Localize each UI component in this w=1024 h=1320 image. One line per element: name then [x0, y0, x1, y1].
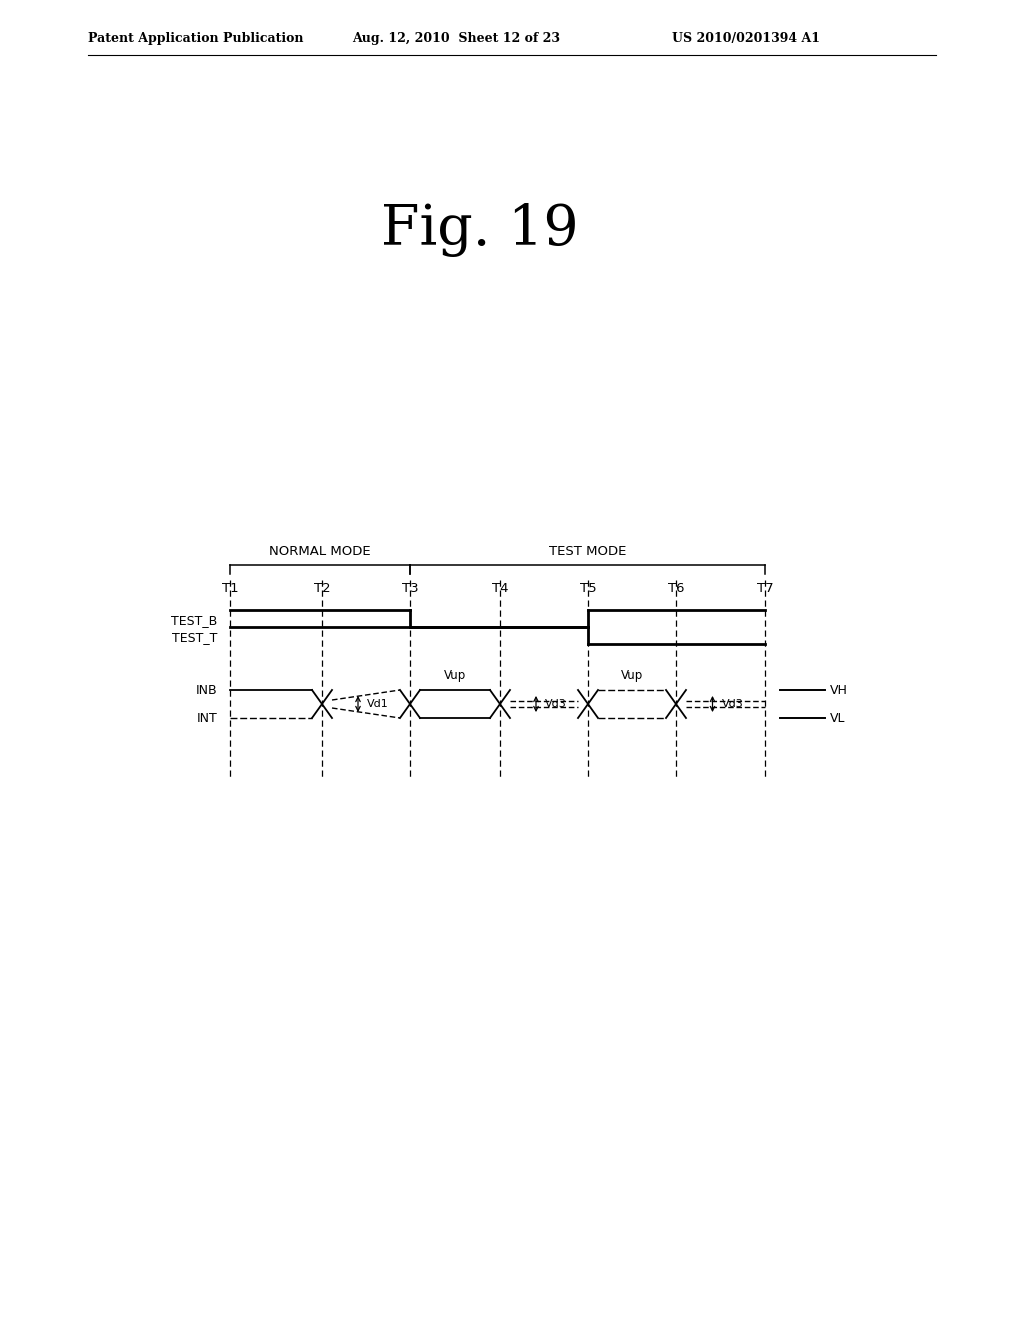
Text: TEST_B: TEST_B — [171, 614, 217, 627]
Text: Aug. 12, 2010  Sheet 12 of 23: Aug. 12, 2010 Sheet 12 of 23 — [352, 32, 560, 45]
Text: Vup: Vup — [621, 669, 643, 682]
Text: INT: INT — [197, 711, 217, 725]
Text: Vd1: Vd1 — [367, 700, 389, 709]
Text: Vd3: Vd3 — [545, 700, 566, 709]
Text: T2: T2 — [313, 582, 331, 595]
Text: T5: T5 — [580, 582, 596, 595]
Text: Fig. 19: Fig. 19 — [381, 203, 579, 257]
Text: T1: T1 — [221, 582, 239, 595]
Text: Vd3: Vd3 — [722, 700, 743, 709]
Text: T6: T6 — [668, 582, 684, 595]
Text: Patent Application Publication: Patent Application Publication — [88, 32, 303, 45]
Text: T4: T4 — [492, 582, 508, 595]
Text: TEST_T: TEST_T — [172, 631, 217, 644]
Text: TEST MODE: TEST MODE — [549, 545, 627, 558]
Text: US 2010/0201394 A1: US 2010/0201394 A1 — [672, 32, 820, 45]
Text: T3: T3 — [401, 582, 419, 595]
Text: T7: T7 — [757, 582, 773, 595]
Text: NORMAL MODE: NORMAL MODE — [269, 545, 371, 558]
Text: Vup: Vup — [443, 669, 466, 682]
Text: INB: INB — [196, 684, 217, 697]
Text: VH: VH — [830, 684, 848, 697]
Text: VL: VL — [830, 711, 846, 725]
